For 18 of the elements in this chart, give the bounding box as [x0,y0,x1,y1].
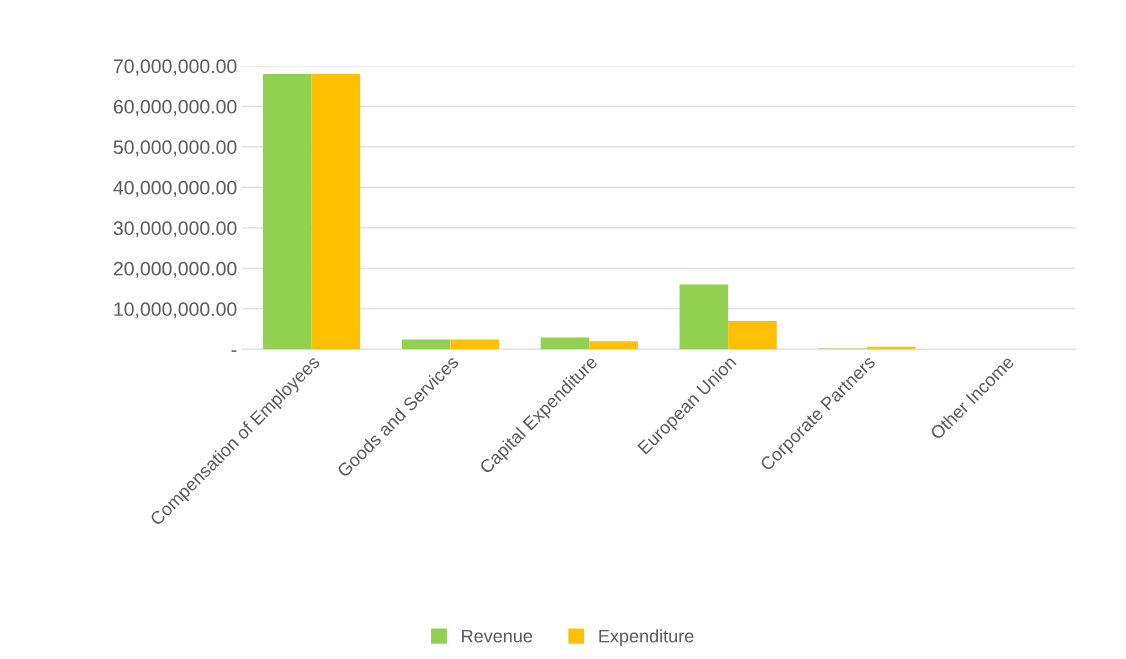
y-tick-label: 10,000,000.00 [114,302,237,319]
bar [450,339,500,350]
y-tick-label: 40,000,000.00 [113,180,237,197]
y-tick-label: 70,000,000.00 [113,59,237,76]
bar [589,341,638,350]
bar [262,74,312,350]
bar [311,74,361,350]
bar [540,337,590,350]
legend-label: Expenditure [599,629,694,647]
y-tick-label: 50,000,000.00 [113,140,237,157]
bar [728,320,777,350]
bar [401,339,451,350]
legend-label: Revenue [462,629,533,643]
y-tick-label: - [231,350,237,352]
y-tick-label: 20,000,000.00 [113,261,237,278]
bar [679,284,729,350]
y-tick-label: 30,000,000.00 [113,221,237,238]
y-tick-label: 60,000,000.00 [113,99,237,116]
